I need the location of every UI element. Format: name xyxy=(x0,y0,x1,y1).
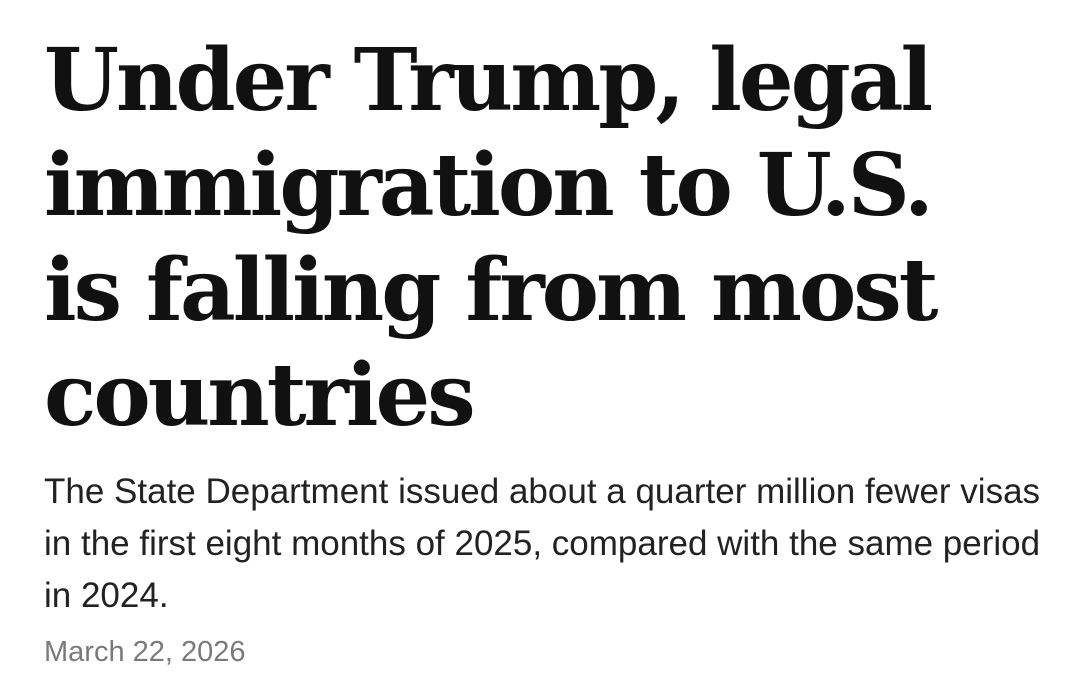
article-header: Under Trump, legal immigration to U.S. i… xyxy=(44,28,1054,670)
publish-date: March 22, 2026 xyxy=(44,636,246,668)
subheadline: The State Department issued about a quar… xyxy=(44,472,1041,615)
headline: Under Trump, legal immigration to U.S. i… xyxy=(44,30,938,446)
